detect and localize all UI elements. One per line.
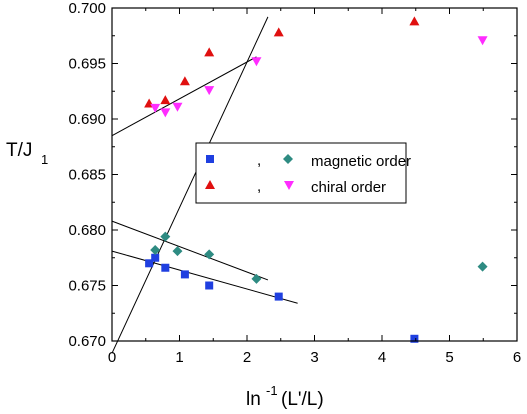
y-tick-label: 0.680 <box>68 222 106 239</box>
x-axis-title-main: ln <box>246 389 261 410</box>
x-tick-label: 4 <box>378 349 386 366</box>
x-tick-label: 3 <box>310 349 318 366</box>
y-tick-label: 0.695 <box>68 56 106 73</box>
legend: , magnetic order , chiral order <box>195 142 411 204</box>
marker-square <box>151 253 160 262</box>
x-axis-ticks: 0 1 2 3 4 5 6 <box>108 8 521 366</box>
marker-diamond <box>172 246 183 257</box>
marker-square <box>145 259 154 268</box>
x-axis-title-rest: (L'/L) <box>281 389 324 410</box>
marker-triangle-down <box>251 57 262 67</box>
marker-diamond <box>477 261 488 272</box>
y-tick-label: 0.700 <box>68 0 106 17</box>
marker-triangle-up <box>273 27 284 37</box>
legend-label-chiral-order: chiral order <box>311 179 386 196</box>
marker-square <box>161 263 170 272</box>
marker-triangle-up <box>409 16 420 26</box>
y-axis-title-subscript: 1 <box>41 152 48 167</box>
marker-triangle-down <box>150 103 161 113</box>
marker-square <box>180 270 189 279</box>
marker-diamond <box>204 249 215 260</box>
x-tick-label: 0 <box>108 349 116 366</box>
marker-diamond <box>251 273 262 284</box>
legend-marker-triangle-down <box>284 181 294 190</box>
marker-triangle-down <box>204 86 215 96</box>
legend-marker-square <box>206 155 214 163</box>
marker-triangle-down <box>477 36 488 46</box>
y-axis-ticks: 0.670 0.675 0.680 0.685 0.690 0.695 0.700 <box>68 0 517 350</box>
marker-square <box>205 281 214 290</box>
y-tick-label: 0.675 <box>68 278 106 295</box>
marker-diamond <box>150 244 161 255</box>
x-tick-label: 6 <box>513 349 521 366</box>
y-tick-label: 0.690 <box>68 111 106 128</box>
legend-box <box>195 142 407 204</box>
x-tick-label: 1 <box>175 349 183 366</box>
fit-line <box>111 250 298 304</box>
fit-line <box>111 220 269 281</box>
marker-triangle-down <box>160 108 171 118</box>
data-markers <box>144 16 488 343</box>
legend-separator-magnetic: , <box>257 152 261 169</box>
marker-square <box>274 292 283 301</box>
legend-marker-triangle-up <box>205 180 215 189</box>
y-tick-label: 0.685 <box>68 167 106 184</box>
marker-diamond <box>160 231 171 242</box>
marker-triangle-up <box>204 47 215 57</box>
marker-square <box>410 334 419 343</box>
y-tick-label: 0.670 <box>68 333 106 350</box>
marker-triangle-up <box>160 95 171 105</box>
fit-line <box>111 16 269 354</box>
fit-line <box>111 56 257 137</box>
x-tick-label: 5 <box>445 349 453 366</box>
marker-triangle-down <box>172 102 183 112</box>
legend-separator-chiral: , <box>257 178 261 195</box>
legend-label-magnetic-order: magnetic order <box>311 153 411 170</box>
fit-lines <box>111 16 298 354</box>
x-axis-title: ln -1 (L'/L) <box>246 383 324 410</box>
y-axis-title: T/J 1 <box>6 140 48 167</box>
legend-marker-diamond <box>283 154 293 164</box>
y-axis-title-main: T/J <box>6 140 32 161</box>
marker-triangle-up <box>179 76 190 86</box>
x-axis-title-superscript: -1 <box>266 383 278 398</box>
x-tick-label: 2 <box>243 349 251 366</box>
